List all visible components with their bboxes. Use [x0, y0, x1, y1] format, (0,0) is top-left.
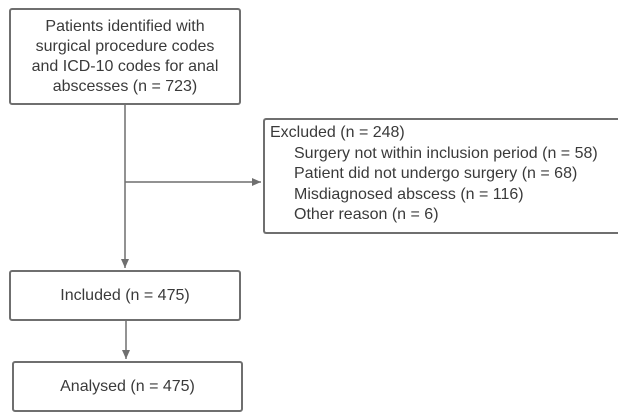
identified-line-3: and ICD-10 codes for anal	[31, 57, 219, 75]
exclusion-reason: Misdiagnosed abscess (n = 116)	[294, 185, 524, 203]
analysed-label: Analysed (n = 475)	[60, 377, 195, 395]
exclusion-reason: Other reason (n = 6)	[294, 206, 439, 223]
identified-patients-box: Patients identified with surgical proced…	[9, 8, 241, 105]
included-box: Included (n = 475)	[9, 270, 241, 321]
identified-line-1: Patients identified with	[45, 17, 205, 35]
identified-line-2: surgical procedure codes	[35, 37, 215, 55]
included-label: Included (n = 475)	[60, 286, 190, 304]
analysed-box: Analysed (n = 475)	[12, 361, 243, 412]
excluded-title: Excluded (n = 248)	[270, 124, 405, 141]
exclusion-reason: Patient did not undergo surgery (n = 68)	[294, 165, 578, 182]
excluded-box: Excluded (n = 248) Surgery not within in…	[263, 118, 618, 234]
exclusion-reason: Surgery not within inclusion period (n =…	[294, 144, 598, 162]
identified-line-4: abscesses (n = 723)	[52, 77, 198, 95]
